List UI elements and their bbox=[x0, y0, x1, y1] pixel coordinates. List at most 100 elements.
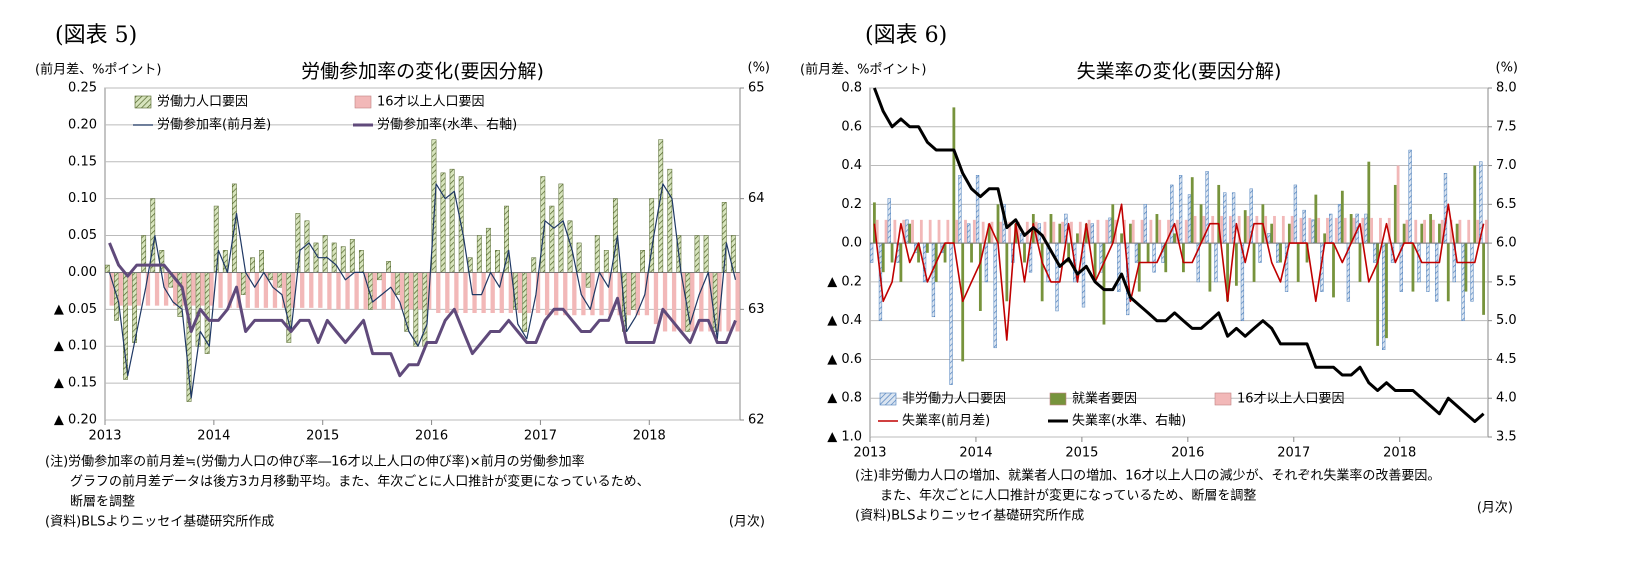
bar bbox=[395, 272, 401, 295]
bar bbox=[928, 219, 932, 244]
y-tick-label: 0.6 bbox=[841, 119, 862, 134]
bar bbox=[603, 250, 609, 273]
bar bbox=[699, 272, 704, 332]
bar bbox=[1090, 223, 1094, 244]
bar bbox=[490, 272, 495, 314]
bar bbox=[1484, 219, 1488, 244]
bar bbox=[1376, 243, 1380, 346]
y2-axis-label: (%) bbox=[748, 61, 771, 76]
bar bbox=[222, 250, 228, 273]
bar bbox=[1226, 243, 1229, 302]
bar bbox=[635, 272, 640, 316]
bar bbox=[981, 221, 985, 244]
bar bbox=[145, 272, 151, 306]
bar bbox=[617, 272, 622, 316]
bar bbox=[1187, 194, 1192, 244]
bar bbox=[104, 264, 110, 273]
bar bbox=[1302, 209, 1306, 244]
bar bbox=[136, 272, 142, 306]
bar bbox=[358, 250, 364, 273]
x-tick-label: 2016 bbox=[415, 429, 448, 444]
bar bbox=[1258, 242, 1262, 263]
bar bbox=[336, 272, 341, 310]
bar bbox=[1043, 221, 1047, 244]
legend-label: 16才以上人口要因 bbox=[1237, 392, 1345, 407]
y2-tick-label: 4.0 bbox=[1496, 391, 1517, 406]
bar bbox=[522, 272, 528, 332]
bar bbox=[1255, 215, 1259, 244]
bar bbox=[1396, 165, 1400, 244]
source: (資料)BLSよりニッセイ基礎研究所作成 bbox=[855, 509, 1084, 524]
x-tick-label: 2014 bbox=[959, 446, 992, 461]
y-tick-label: ▲ 0.6 bbox=[827, 352, 862, 367]
y-tick-label: 0.15 bbox=[68, 154, 97, 169]
bar bbox=[1411, 243, 1415, 292]
y2-tick-label: 6.5 bbox=[1496, 197, 1517, 212]
bar bbox=[694, 235, 700, 273]
bar bbox=[1405, 219, 1409, 244]
bar bbox=[626, 272, 631, 316]
y2-tick-label: 5.5 bbox=[1496, 274, 1517, 289]
bar bbox=[873, 202, 876, 244]
bar bbox=[1402, 223, 1406, 244]
bar bbox=[209, 272, 214, 306]
y-tick-label: 0.0 bbox=[841, 236, 862, 251]
bar bbox=[1382, 242, 1386, 350]
bar bbox=[558, 183, 564, 273]
bar bbox=[908, 223, 912, 244]
bar bbox=[1223, 192, 1227, 244]
y2-tick-label: 5.0 bbox=[1496, 313, 1517, 328]
bar bbox=[999, 221, 1003, 244]
y-tick-label: ▲ 0.4 bbox=[827, 313, 862, 328]
bar bbox=[109, 272, 114, 306]
bar bbox=[887, 198, 891, 244]
bar bbox=[1167, 219, 1170, 244]
bar bbox=[1017, 221, 1020, 244]
bar bbox=[1290, 215, 1294, 244]
bar bbox=[277, 272, 283, 288]
bar bbox=[961, 243, 965, 362]
bar bbox=[662, 272, 668, 332]
bar bbox=[1146, 243, 1150, 263]
bar bbox=[1178, 175, 1183, 244]
bar bbox=[1252, 243, 1256, 282]
note: (注)労働参加率の前月差≒(労働力人口の伸び率―16才以上人口の伸び率)×前月の… bbox=[45, 454, 585, 470]
bar bbox=[1152, 242, 1156, 273]
bar bbox=[1084, 223, 1088, 244]
bar bbox=[1308, 217, 1312, 244]
bar bbox=[1175, 219, 1179, 244]
bar bbox=[996, 204, 1000, 244]
bar bbox=[1096, 219, 1100, 244]
bar bbox=[1182, 243, 1185, 273]
bar bbox=[1296, 243, 1300, 282]
bar bbox=[1293, 184, 1298, 244]
bar bbox=[354, 272, 359, 310]
bar bbox=[599, 272, 604, 316]
bar bbox=[154, 272, 160, 306]
y-tick-label: 0.25 bbox=[68, 81, 97, 96]
bar bbox=[123, 272, 128, 380]
bar bbox=[476, 235, 482, 273]
bar bbox=[967, 223, 971, 244]
bar bbox=[531, 257, 537, 273]
x-axis-label: (月次) bbox=[1477, 500, 1513, 516]
bar bbox=[150, 198, 156, 273]
bar bbox=[1199, 204, 1203, 244]
legend-label: 失業率(水準、右軸) bbox=[1072, 413, 1186, 429]
legend-swatch bbox=[1214, 392, 1232, 406]
bar bbox=[118, 272, 123, 306]
bar bbox=[463, 272, 468, 314]
bar bbox=[1287, 223, 1291, 244]
legend-label: 失業率(前月差) bbox=[902, 413, 990, 429]
bar bbox=[1220, 215, 1223, 244]
bar bbox=[236, 272, 241, 308]
bar bbox=[1429, 214, 1433, 244]
x-tick-label: 2013 bbox=[853, 446, 886, 461]
plot-area bbox=[104, 87, 741, 421]
bar bbox=[955, 219, 959, 244]
bar bbox=[978, 243, 982, 311]
bar bbox=[1134, 242, 1139, 263]
bar bbox=[227, 272, 232, 308]
bar bbox=[1349, 214, 1353, 244]
